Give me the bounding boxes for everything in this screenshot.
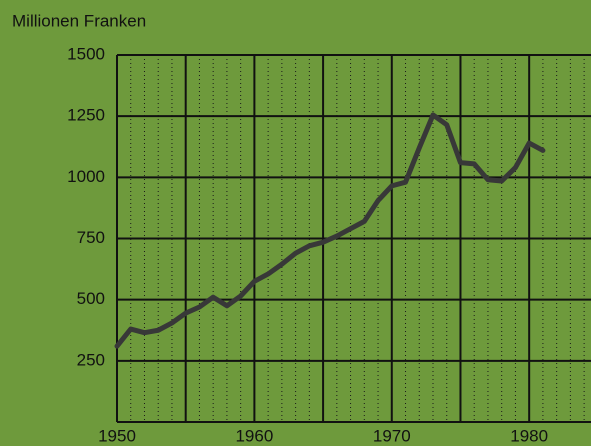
x-tick-label: 1980: [510, 426, 548, 445]
y-tick-label: 1250: [67, 106, 105, 125]
x-tick-label: 1960: [235, 426, 273, 445]
line: [114, 112, 546, 349]
y-tick-label: 1500: [67, 44, 105, 63]
y-tick-label: 250: [77, 350, 105, 369]
y-tick-label: 500: [77, 289, 105, 308]
x-tick-label: 1970: [373, 426, 411, 445]
y-tick-label: 1000: [67, 167, 105, 186]
chart-title: Millionen Franken: [12, 11, 146, 30]
y-tick-label: 750: [77, 228, 105, 247]
x-tick-label: 1950: [98, 426, 136, 445]
